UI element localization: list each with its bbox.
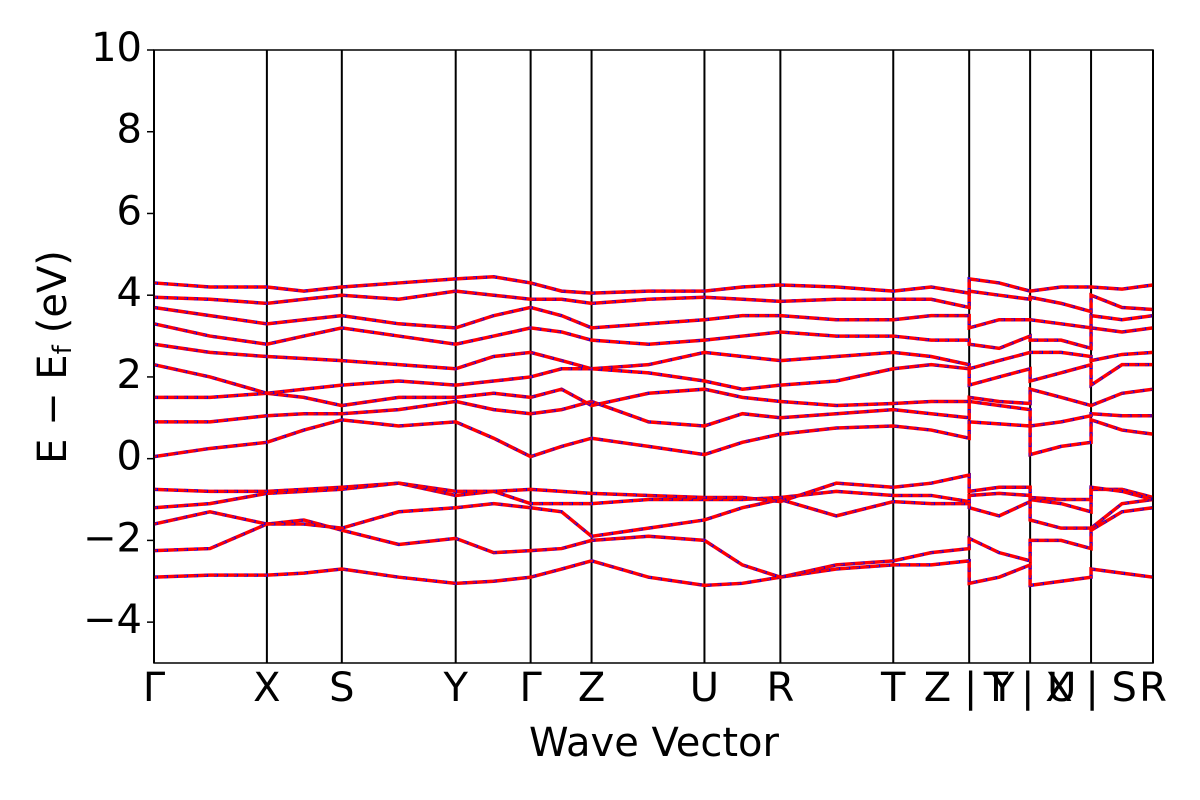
x-tick-label: X | S [1045, 665, 1137, 711]
y-tick-label: 2 [117, 352, 142, 398]
x-tick-label: Γ [143, 665, 166, 711]
band-down [153, 497, 1154, 538]
band-up-top [153, 418, 1154, 458]
band-up [153, 417, 1154, 459]
x-tick-label: Z | Y [924, 665, 1015, 711]
band-up [153, 289, 1154, 314]
y-tick-label: −4 [83, 597, 142, 643]
x-tick-label: T [880, 665, 906, 711]
band-up [153, 497, 1154, 539]
x-tick-label: R [766, 665, 794, 711]
y-axis-label: E − Ef (eV) [30, 250, 78, 464]
x-tick-label: Z [578, 665, 605, 711]
band-down [153, 362, 1153, 395]
band-up-top [153, 559, 1154, 587]
x-tick-label: X [253, 665, 280, 711]
y-tick-label: 8 [117, 107, 142, 153]
band-up-top [153, 289, 1154, 313]
x-tick-label: Γ [519, 665, 542, 711]
band-up-top [153, 343, 1154, 371]
y-tick-label: −2 [83, 515, 142, 561]
y-label-main: E − E [30, 354, 76, 464]
x-tick-label: Y [442, 665, 468, 711]
band-up [153, 505, 1154, 579]
band-up [154, 399, 1153, 428]
band-up-top [154, 387, 1154, 407]
band-up-top [153, 275, 1154, 295]
y-tick-label: 10 [91, 25, 142, 71]
band-up-top [153, 473, 1154, 503]
plot-frame [153, 49, 1154, 664]
band-down [153, 506, 1154, 579]
band-up-top [153, 498, 1154, 538]
band-up-top [153, 363, 1153, 395]
band-up [153, 305, 1154, 331]
y-tick-label: 6 [117, 188, 142, 234]
x-tick-label: R [1139, 665, 1167, 711]
band-up [153, 558, 1154, 588]
x-tick-label: S [329, 665, 354, 711]
y-label-unit: (eV) [30, 250, 76, 333]
x-axis-label: Wave Vector [529, 720, 780, 766]
y-tick-label: 4 [117, 270, 142, 316]
band-up-top [153, 506, 1154, 579]
x-tick-label: T | U [983, 665, 1077, 711]
x-tick-label: U [690, 665, 719, 711]
y-tick-label: 0 [117, 434, 142, 480]
band-up-top [153, 322, 1154, 350]
band-up-top [153, 306, 1154, 330]
y-label-sub: f [48, 344, 78, 354]
